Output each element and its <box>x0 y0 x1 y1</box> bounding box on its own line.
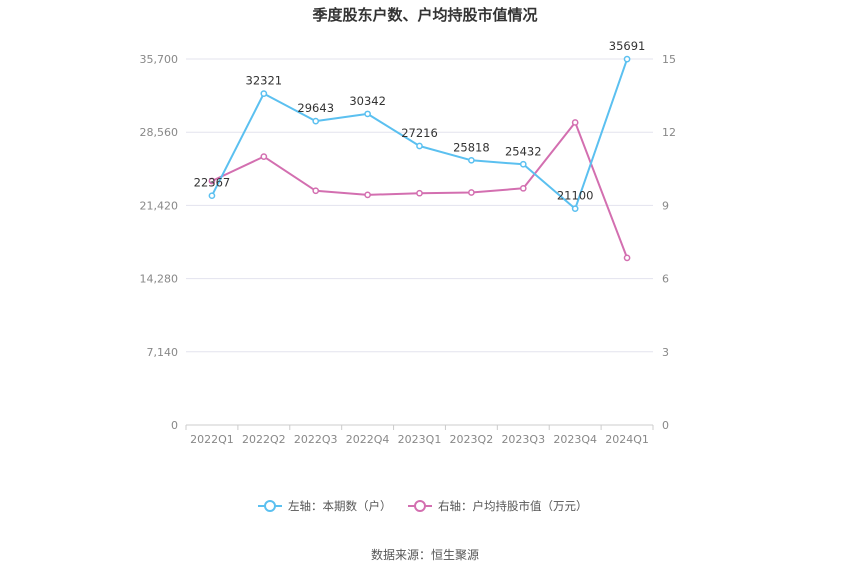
data-point <box>623 254 631 262</box>
data-label: 25432 <box>505 144 542 158</box>
legend-swatch-marker <box>264 500 276 512</box>
data-label: 30342 <box>349 94 386 108</box>
x-tick-label: 2023Q1 <box>398 433 442 446</box>
legend-item: 右轴：户均持股市值（万元） <box>408 499 588 513</box>
data-point <box>519 184 527 192</box>
left-tick-label: 28,560 <box>140 126 179 139</box>
legend: 左轴：本期数（户） 右轴：户均持股市值（万元） <box>258 499 588 513</box>
data-point <box>208 192 216 200</box>
legend-label: 左轴：本期数（户） <box>288 499 392 513</box>
data-point <box>468 189 475 196</box>
x-tick-label: 2023Q3 <box>501 433 545 446</box>
x-tick-label: 2023Q2 <box>450 433 494 446</box>
legend-item: 左轴：本期数（户） <box>258 499 392 513</box>
data-point <box>208 177 216 185</box>
series-layer: 22367 32321 29643 30342 27216 25818 25432 21100… <box>194 39 646 262</box>
data-point <box>364 110 371 118</box>
data-point <box>312 187 320 195</box>
x-tick-label: 2022Q3 <box>294 433 338 446</box>
right-tick-label: 0 <box>662 419 669 432</box>
right-tick-label: 15 <box>662 53 676 66</box>
right-tick-label: 3 <box>662 346 669 359</box>
data-point <box>416 142 423 150</box>
series-left: 22367 32321 29643 30342 27216 25818 25432 21100… <box>194 39 646 213</box>
legend-swatch-marker <box>414 500 426 512</box>
data-label: 25818 <box>453 140 490 154</box>
data-label: 27216 <box>401 126 438 140</box>
data-point <box>260 153 268 160</box>
x-tick-label: 2023Q4 <box>553 433 597 446</box>
source-note: 数据来源：恒生聚源 <box>371 547 479 562</box>
x-tick-label: 2022Q4 <box>346 433 390 446</box>
data-label: 21100 <box>557 189 594 203</box>
data-label: 32321 <box>246 74 283 88</box>
series-right <box>208 119 631 262</box>
grid <box>186 58 653 426</box>
right-tick-label: 9 <box>662 199 669 212</box>
data-label: 29643 <box>297 101 334 115</box>
left-tick-label: 35,700 <box>140 53 179 66</box>
data-label: 35691 <box>609 39 646 53</box>
data-point <box>468 156 475 164</box>
left-tick-label: 7,140 <box>147 346 179 359</box>
data-point <box>364 191 371 199</box>
data-point <box>623 55 631 63</box>
chart-title: 季度股东户数、户均持股市值情况 <box>312 6 537 24</box>
x-tick-label: 2024Q1 <box>605 433 649 446</box>
data-point <box>312 117 320 125</box>
data-point <box>416 189 423 197</box>
left-axis: 0 7,140 14,280 21,420 28,560 35,700 <box>140 53 179 432</box>
x-tick-label: 2022Q1 <box>190 433 234 446</box>
data-label: 22367 <box>194 176 231 190</box>
data-point <box>260 90 268 97</box>
left-tick-label: 14,280 <box>140 273 179 286</box>
right-axis: 0 3 6 9 12 15 <box>662 53 676 432</box>
left-tick-label: 0 <box>171 419 178 432</box>
x-tick-label: 2022Q2 <box>242 433 286 446</box>
data-point <box>571 119 579 126</box>
legend-label: 右轴：户均持股市值（万元） <box>438 499 588 513</box>
data-point <box>519 160 527 168</box>
right-tick-label: 12 <box>662 126 676 139</box>
x-axis: 2022Q1 2022Q2 2022Q3 2022Q4 2023Q1 2023Q2 2023… <box>185 425 654 446</box>
left-tick-label: 21,420 <box>140 199 179 212</box>
right-tick-label: 6 <box>662 273 669 286</box>
data-point <box>571 205 579 213</box>
